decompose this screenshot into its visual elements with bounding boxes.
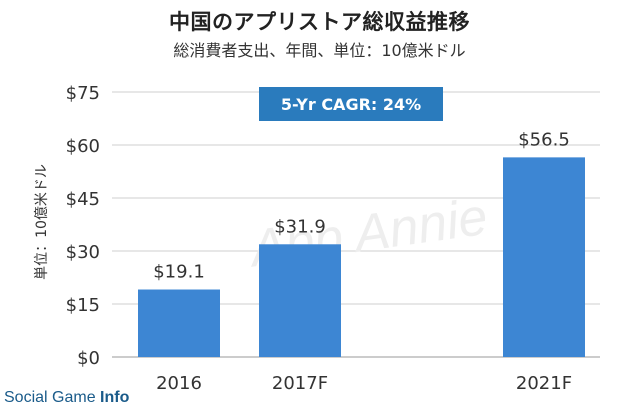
y-tick-label: $60 [66, 136, 100, 157]
bar-value-label: $31.9 [274, 216, 326, 237]
bar-2017F [259, 244, 341, 357]
source-logo: Social Game Info [4, 389, 129, 407]
cagr-badge: 5-Yr CAGR: 24% [259, 87, 443, 121]
x-tick-label: 2016 [156, 373, 202, 394]
y-tick-label: $75 [66, 83, 100, 104]
cagr-badge-background [259, 87, 443, 121]
y-tick-label: $0 [77, 348, 100, 369]
source-logo-regular: Social Game [4, 389, 101, 406]
source-logo-bold: Info [100, 389, 130, 406]
cagr-badge-label: 5-Yr CAGR: 24% [281, 95, 421, 114]
y-tick-label: $45 [66, 189, 100, 210]
y-axis-label: 単位：10億米ドル [34, 164, 50, 280]
bars: $19.1 2016 $31.9 2017F $56.5 2021F [138, 129, 585, 394]
y-axis-ticks: $0 $15 $30 $45 $60 $75 [66, 83, 100, 369]
bar-value-label: $56.5 [518, 129, 570, 150]
chart-title: 中国のアプリストア総収益推移 [169, 10, 470, 34]
x-tick-label: 2017F [272, 373, 328, 394]
chart-subtitle: 総消費者支出、年間、単位：10億米ドル [173, 41, 466, 60]
bar-2021F [503, 157, 585, 357]
y-tick-label: $15 [66, 295, 100, 316]
x-tick-label: 2021F [516, 373, 572, 394]
bar-2016 [138, 289, 220, 357]
bar-value-label: $19.1 [153, 262, 205, 283]
y-tick-label: $30 [66, 242, 100, 263]
